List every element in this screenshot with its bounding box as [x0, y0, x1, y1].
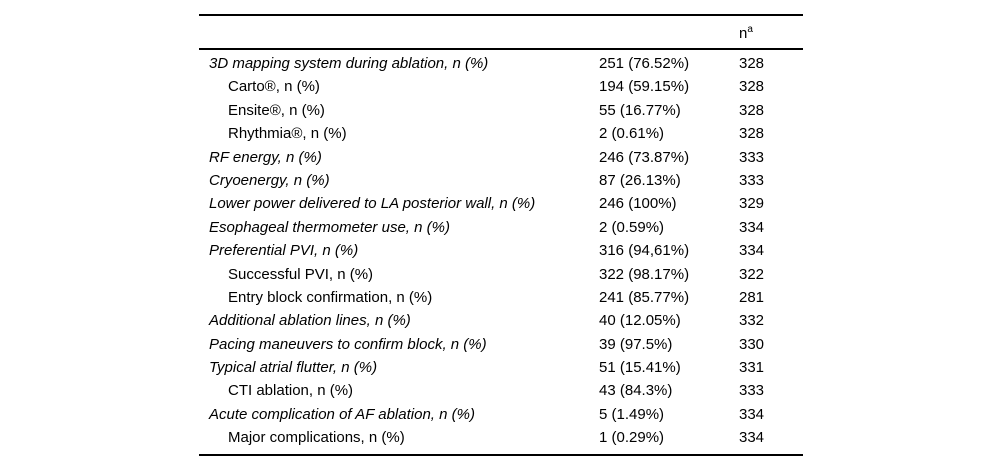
table-row: Additional ablation lines, n (%) 40 (12.…	[199, 309, 803, 332]
table-row: Major complications, n (%) 1 (0.29%) 334	[199, 426, 803, 449]
table-row: Preferential PVI, n (%) 316 (94,61%) 334	[199, 239, 803, 262]
row-n: 333	[739, 171, 765, 189]
row-value: 39 (97.5%)	[599, 335, 673, 353]
table-row: Successful PVI, n (%) 322 (98.17%) 322	[199, 263, 803, 286]
row-n: 281	[739, 288, 765, 306]
table-header-rule	[199, 48, 803, 50]
row-n: 332	[739, 312, 765, 330]
row-label: Rhythmia®, n (%)	[228, 125, 347, 143]
row-value: 194 (59.15%)	[599, 78, 690, 96]
row-label: CTI ablation, n (%)	[228, 382, 354, 400]
row-label: RF energy, n (%)	[209, 148, 322, 166]
row-n: 322	[739, 265, 765, 283]
row-value: 87 (26.13%)	[599, 171, 681, 189]
row-value: 1 (0.29%)	[599, 429, 665, 447]
row-n: 331	[739, 359, 765, 377]
table-row: Carto®, n (%) 194 (59.15%) 328	[199, 75, 803, 98]
table-row: Lower power delivered to LA posterior wa…	[199, 192, 803, 215]
row-value: 40 (12.05%)	[599, 312, 681, 330]
column-header-n-base: n	[739, 24, 748, 42]
table-row: Rhythmia®, n (%) 2 (0.61%) 328	[199, 122, 803, 145]
table-bottom-rule	[199, 453, 803, 456]
row-label: Typical atrial flutter, n (%)	[209, 359, 378, 377]
row-value: 246 (100%)	[599, 195, 677, 213]
ablation-procedure-table: na 3D mapping system during ablation, n …	[199, 14, 803, 456]
row-value: 2 (0.61%)	[599, 125, 665, 143]
table-row: Acute complication of AF ablation, n (%)…	[199, 403, 803, 426]
row-n: 330	[739, 335, 765, 353]
table-row: Cryoenergy, n (%) 87 (26.13%) 333	[199, 169, 803, 192]
table-row: Typical atrial flutter, n (%) 51 (15.41%…	[199, 356, 803, 379]
table-row: Ensite®, n (%) 55 (16.77%) 328	[199, 99, 803, 122]
row-n: 333	[739, 382, 765, 400]
column-header-n-superscript: a	[747, 23, 753, 35]
row-label: Successful PVI, n (%)	[228, 265, 374, 283]
column-header-n: na	[739, 23, 803, 42]
row-label: Acute complication of AF ablation, n (%)	[209, 405, 475, 423]
row-n: 333	[739, 148, 765, 166]
row-n: 329	[739, 195, 765, 213]
table-row: Esophageal thermometer use, n (%) 2 (0.5…	[199, 216, 803, 239]
row-value: 5 (1.49%)	[599, 405, 665, 423]
row-label: Lower power delivered to LA posterior wa…	[209, 195, 536, 213]
table-row: 3D mapping system during ablation, n (%)…	[199, 52, 803, 75]
row-label: Major complications, n (%)	[228, 429, 405, 447]
row-value: 251 (76.52%)	[599, 55, 690, 72]
row-n: 334	[739, 405, 765, 423]
row-n: 328	[739, 125, 765, 143]
table-row: Entry block confirmation, n (%) 241 (85.…	[199, 286, 803, 309]
row-value: 322 (98.17%)	[599, 265, 690, 283]
row-value: 241 (85.77%)	[599, 288, 690, 306]
row-label: Carto®, n (%)	[228, 78, 320, 96]
row-label: Pacing maneuvers to confirm block, n (%)	[209, 335, 487, 353]
row-value: 55 (16.77%)	[599, 101, 681, 119]
table-header-row: na	[199, 16, 803, 48]
row-label: Ensite®, n (%)	[228, 101, 325, 119]
row-n: 328	[739, 101, 765, 119]
table-top-rule	[199, 14, 803, 16]
row-value: 51 (15.41%)	[599, 359, 681, 377]
row-label: Preferential PVI, n (%)	[209, 242, 359, 260]
table-row: Pacing maneuvers to confirm block, n (%)…	[199, 333, 803, 356]
table-row: RF energy, n (%) 246 (73.87%) 333	[199, 146, 803, 169]
row-n: 328	[739, 55, 765, 72]
row-value: 2 (0.59%)	[599, 218, 665, 236]
row-label: Entry block confirmation, n (%)	[228, 288, 433, 306]
row-label: 3D mapping system during ablation, n (%)	[209, 55, 489, 72]
row-n: 334	[739, 429, 765, 447]
row-label: Esophageal thermometer use, n (%)	[209, 218, 450, 236]
row-n: 334	[739, 242, 765, 260]
row-n: 328	[739, 78, 765, 96]
row-label: Cryoenergy, n (%)	[209, 171, 330, 189]
row-value: 316 (94,61%)	[599, 242, 690, 260]
table-body: 3D mapping system during ablation, n (%)…	[199, 50, 803, 454]
row-value: 43 (84.3%)	[599, 382, 673, 400]
table-row: CTI ablation, n (%) 43 (84.3%) 333	[199, 379, 803, 402]
row-value: 246 (73.87%)	[599, 148, 690, 166]
row-label: Additional ablation lines, n (%)	[209, 312, 411, 330]
row-n: 334	[739, 218, 765, 236]
